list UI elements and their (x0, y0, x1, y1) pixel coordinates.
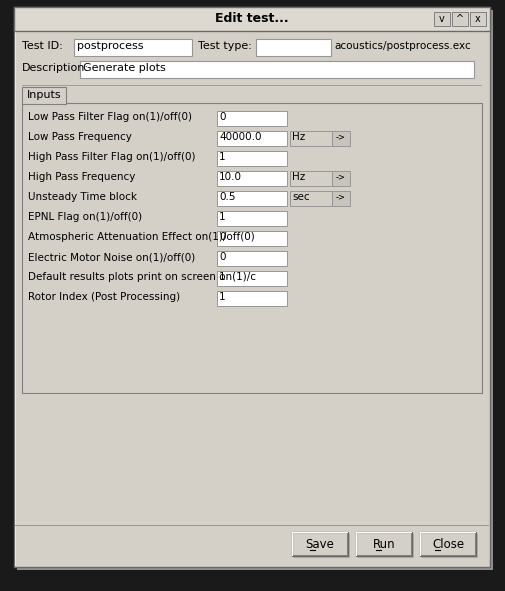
Text: Run: Run (372, 537, 394, 550)
Bar (217, 151, 286, 166)
Bar (410, 533, 411, 556)
Bar (357, 555, 411, 556)
Text: ->: -> (335, 172, 345, 181)
Text: Generate plots: Generate plots (83, 63, 166, 73)
Bar (291, 532, 292, 556)
Text: v: v (438, 14, 444, 24)
Bar (217, 211, 286, 226)
Bar (15, 525, 488, 526)
Bar (419, 532, 475, 533)
Text: Save: Save (305, 537, 334, 550)
Text: Electric Motor Noise on(1)/off(0): Electric Motor Noise on(1)/off(0) (28, 252, 195, 262)
Bar (420, 555, 475, 556)
Bar (22, 87, 66, 104)
Text: 1: 1 (219, 212, 225, 222)
Text: ^: ^ (455, 14, 463, 24)
Bar (217, 131, 286, 146)
Bar (433, 12, 449, 26)
Text: 1: 1 (219, 272, 225, 282)
Text: 0: 0 (219, 252, 225, 262)
Bar (291, 532, 347, 556)
Bar (356, 532, 357, 556)
Bar (331, 131, 349, 146)
Bar (217, 111, 286, 126)
Text: ->: -> (335, 132, 345, 141)
Text: High Pass Filter Flag on(1)/off(0): High Pass Filter Flag on(1)/off(0) (28, 152, 195, 162)
Bar (289, 131, 331, 146)
Text: Test ID:: Test ID: (22, 41, 63, 51)
Bar (289, 191, 331, 206)
Bar (217, 271, 286, 286)
Text: postprocess: postprocess (77, 41, 143, 51)
Text: x: x (474, 14, 480, 24)
Bar (331, 191, 349, 206)
Bar (356, 532, 411, 556)
Bar (469, 12, 485, 26)
Bar (291, 532, 347, 533)
Bar (74, 39, 191, 56)
Bar (22, 103, 481, 393)
Text: Hz: Hz (291, 172, 305, 182)
Text: Low Pass Frequency: Low Pass Frequency (28, 132, 132, 142)
Text: 0.5: 0.5 (219, 192, 235, 202)
Text: EPNL Flag on(1)/off(0): EPNL Flag on(1)/off(0) (28, 212, 142, 222)
Bar (15, 8, 488, 9)
Bar (419, 532, 475, 556)
Text: 0: 0 (219, 112, 225, 122)
Bar (356, 532, 411, 533)
Text: 10.0: 10.0 (219, 172, 241, 182)
Bar (474, 533, 475, 556)
Bar (217, 191, 286, 206)
Text: acoustics/postprocess.exc: acoustics/postprocess.exc (333, 41, 470, 51)
Bar (346, 533, 347, 556)
Bar (289, 171, 331, 186)
Text: Hz: Hz (291, 132, 305, 142)
Bar (22, 85, 481, 86)
Bar (217, 171, 286, 186)
Bar (14, 7, 489, 31)
Bar (15, 8, 16, 566)
Text: 0: 0 (219, 232, 225, 242)
Bar (293, 534, 349, 558)
Bar (419, 532, 420, 556)
Text: High Pass Frequency: High Pass Frequency (28, 172, 135, 182)
Bar (217, 291, 286, 306)
Text: 1: 1 (219, 292, 225, 302)
Text: Test type:: Test type: (197, 41, 251, 51)
Bar (331, 171, 349, 186)
Text: Rotor Index (Post Processing): Rotor Index (Post Processing) (28, 292, 180, 302)
Text: Low Pass Filter Flag on(1)/off(0): Low Pass Filter Flag on(1)/off(0) (28, 112, 191, 122)
Bar (217, 231, 286, 246)
Text: Unsteady Time block: Unsteady Time block (28, 192, 137, 202)
Bar (358, 534, 413, 558)
Text: Edit test...: Edit test... (215, 12, 288, 25)
Text: Default results plots print on screen on(1)/c: Default results plots print on screen on… (28, 272, 256, 282)
Bar (256, 39, 330, 56)
Bar (217, 251, 286, 266)
Text: Inputs: Inputs (27, 90, 61, 100)
Bar (451, 12, 467, 26)
Text: Close: Close (431, 537, 463, 550)
Bar (421, 534, 477, 558)
Text: Atmospheric Attenuation Effect on(1)/off(0): Atmospheric Attenuation Effect on(1)/off… (28, 232, 254, 242)
Text: Description:: Description: (22, 63, 89, 73)
Bar (80, 61, 473, 78)
Text: 40000.0: 40000.0 (219, 132, 261, 142)
Bar (15, 31, 488, 32)
Text: sec: sec (291, 192, 309, 202)
Text: ->: -> (335, 192, 345, 201)
Text: 1: 1 (219, 152, 225, 162)
Bar (292, 555, 347, 556)
